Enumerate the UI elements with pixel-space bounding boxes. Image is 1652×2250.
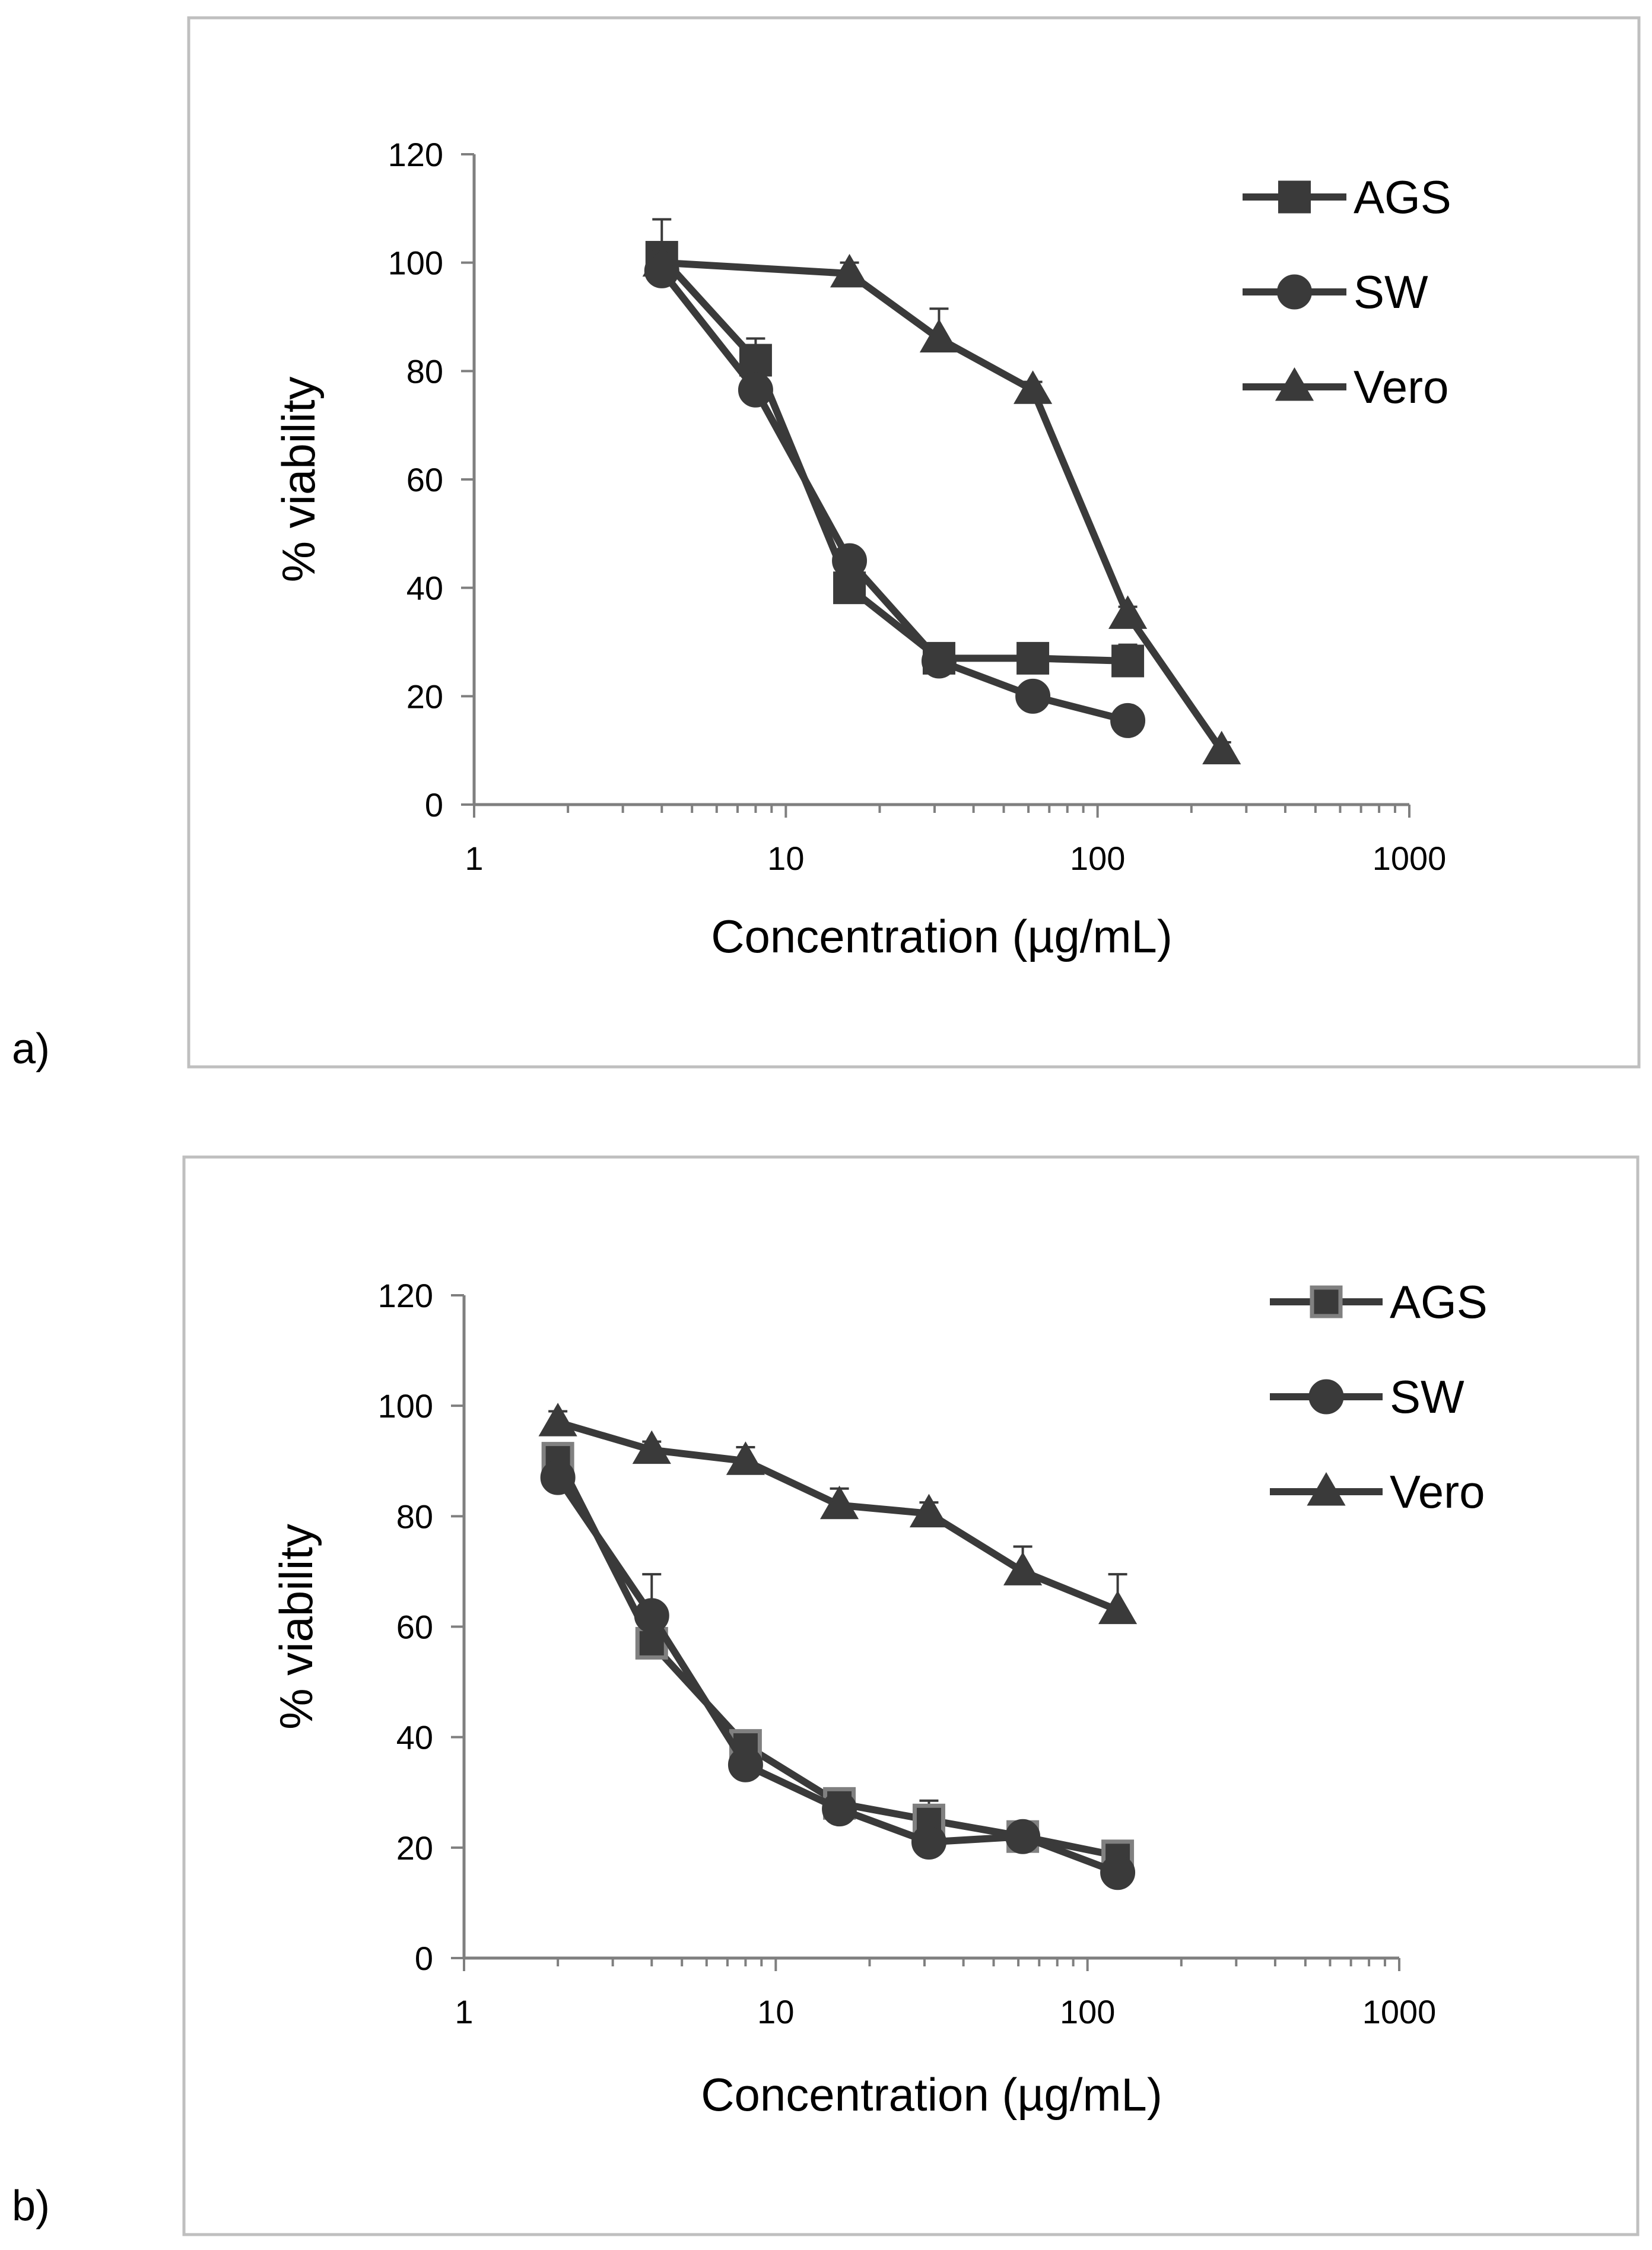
- panel-a-legend-entry-vero: Vero: [1243, 361, 1448, 413]
- panel-b-y-tick-label: 0: [415, 1940, 433, 1977]
- panel-a-series-sw-point: [832, 543, 868, 579]
- panel-b-y-tick-label: 100: [378, 1387, 433, 1425]
- panel-b-series-sw-point: [911, 1825, 946, 1860]
- panel-a-legend-swatch-marker: [1278, 180, 1311, 214]
- panel-b-series-sw-point: [1100, 1855, 1136, 1890]
- panel-b-x-tick-label: 10: [757, 1993, 794, 2030]
- panel-a-series-sw-point: [1015, 678, 1051, 714]
- panel-a-series-vero-point: [830, 253, 869, 288]
- panel-b-x-tick-label: 1000: [1362, 1993, 1437, 2030]
- panel-b-y-tick-label: 60: [396, 1609, 433, 1646]
- panel-a-series-sw-point: [921, 643, 957, 679]
- panel-a-frame: [187, 16, 1641, 1069]
- panel-a-series-sw: [644, 247, 1146, 738]
- panel-a-y-axis-label: % viability: [272, 377, 325, 583]
- panel-b-legend-entry-vero: Vero: [1270, 1466, 1485, 1518]
- panel-b-series-sw: [540, 1460, 1136, 1890]
- panel-a-series-sw-point: [1110, 703, 1146, 738]
- panel-a-y-tick-label: 0: [425, 786, 443, 824]
- panel-b-series-vero-point: [909, 1493, 949, 1528]
- panel-b-legend-label: AGS: [1390, 1276, 1488, 1328]
- panel-b-series-sw-point: [540, 1460, 576, 1495]
- panel-b-label: b): [12, 2182, 50, 2230]
- panel-b-series-sw-point: [727, 1747, 763, 1782]
- panel-a-legend-entry-ags: AGS: [1243, 171, 1451, 223]
- panel-b-series-vero-point: [538, 1403, 577, 1437]
- panel-b-y-tick-label: 120: [378, 1277, 433, 1314]
- panel-a-y-tick-label: 120: [388, 136, 443, 173]
- panel-a-legend-swatch-marker: [1277, 274, 1312, 310]
- panel-b-series-sw-point: [1005, 1819, 1041, 1854]
- panel-a-series-vero-point: [919, 319, 959, 353]
- panel-a-series-vero: [642, 243, 1241, 765]
- panel-a-x-tick-label: 100: [1070, 840, 1125, 877]
- panel-b-legend-label: Vero: [1390, 1466, 1485, 1518]
- panel-a-x-axis-label: Concentration (µg/mL): [711, 910, 1173, 962]
- panel-b-legend-swatch-marker: [1310, 1285, 1343, 1318]
- panel-b-legend-entry-sw: SW: [1270, 1371, 1464, 1423]
- panel-a-label: a): [12, 1025, 50, 1073]
- panel-b-series-vero-point: [1003, 1552, 1043, 1585]
- panel-b-y-tick-label: 40: [396, 1719, 433, 1756]
- panel-a-y-tick-label: 60: [406, 461, 443, 498]
- panel-b-series-vero: [538, 1403, 1138, 1625]
- panel-b-series-vero-point: [1098, 1590, 1138, 1625]
- panel-a-legend-swatch-marker: [1275, 367, 1314, 401]
- panel-a-series-vero-point: [642, 243, 681, 277]
- panel-a-y-tick-label: 100: [388, 244, 443, 282]
- panel-b-x-axis-label: Concentration (µg/mL): [701, 2068, 1162, 2121]
- panel-a-y-tick-label: 40: [406, 570, 443, 607]
- panel-b-legend-entry-ags: AGS: [1270, 1276, 1488, 1328]
- panel-b-y-axis-label: % viability: [270, 1524, 322, 1730]
- panel-a-series-vero-point: [1014, 370, 1053, 404]
- panel-a-y-tick-label: 20: [406, 678, 443, 715]
- panel-a-series-sw-point: [738, 372, 773, 408]
- panel-b-legend-label: SW: [1390, 1371, 1464, 1423]
- panel-a-series-vero-line: [661, 259, 1225, 753]
- panel-b-x-tick-label: 1: [455, 1993, 473, 2030]
- panel-b-x-tick-label: 100: [1060, 1993, 1115, 2030]
- panel-b-series-sw-point: [634, 1598, 669, 1634]
- panel-b-y-tick-label: 80: [396, 1498, 433, 1535]
- panel-a-x-tick-label: 1: [465, 840, 483, 877]
- panel-a-legend-entry-sw: SW: [1243, 266, 1428, 318]
- panel-b-series-vero-point: [819, 1485, 859, 1520]
- panel-a-series-ags-point: [1111, 644, 1145, 678]
- panel-b-legend-swatch-marker: [1308, 1379, 1344, 1415]
- panel-a-series-vero-point: [1108, 595, 1148, 629]
- panel-b-y-tick-label: 20: [396, 1829, 433, 1867]
- panel-a-legend-label: Vero: [1354, 361, 1448, 413]
- panel-b-series-vero-point: [726, 1441, 765, 1475]
- panel-a-x-tick-label: 10: [767, 840, 804, 877]
- panel-a-legend-label: SW: [1354, 266, 1428, 318]
- panel-b-legend-swatch-marker: [1307, 1472, 1346, 1506]
- panel-b-series-vero-point: [632, 1430, 671, 1464]
- panel-a-series-ags-point: [1016, 641, 1050, 675]
- panel-a-x-tick-label: 1000: [1373, 840, 1447, 877]
- panel-a-series-vero-point: [1202, 730, 1241, 765]
- panel-a-legend-label: AGS: [1354, 171, 1451, 223]
- panel-b-frame: [182, 1155, 1640, 2236]
- panel-b-series-sw-point: [822, 1791, 857, 1827]
- panel-a-y-tick-label: 80: [406, 352, 443, 390]
